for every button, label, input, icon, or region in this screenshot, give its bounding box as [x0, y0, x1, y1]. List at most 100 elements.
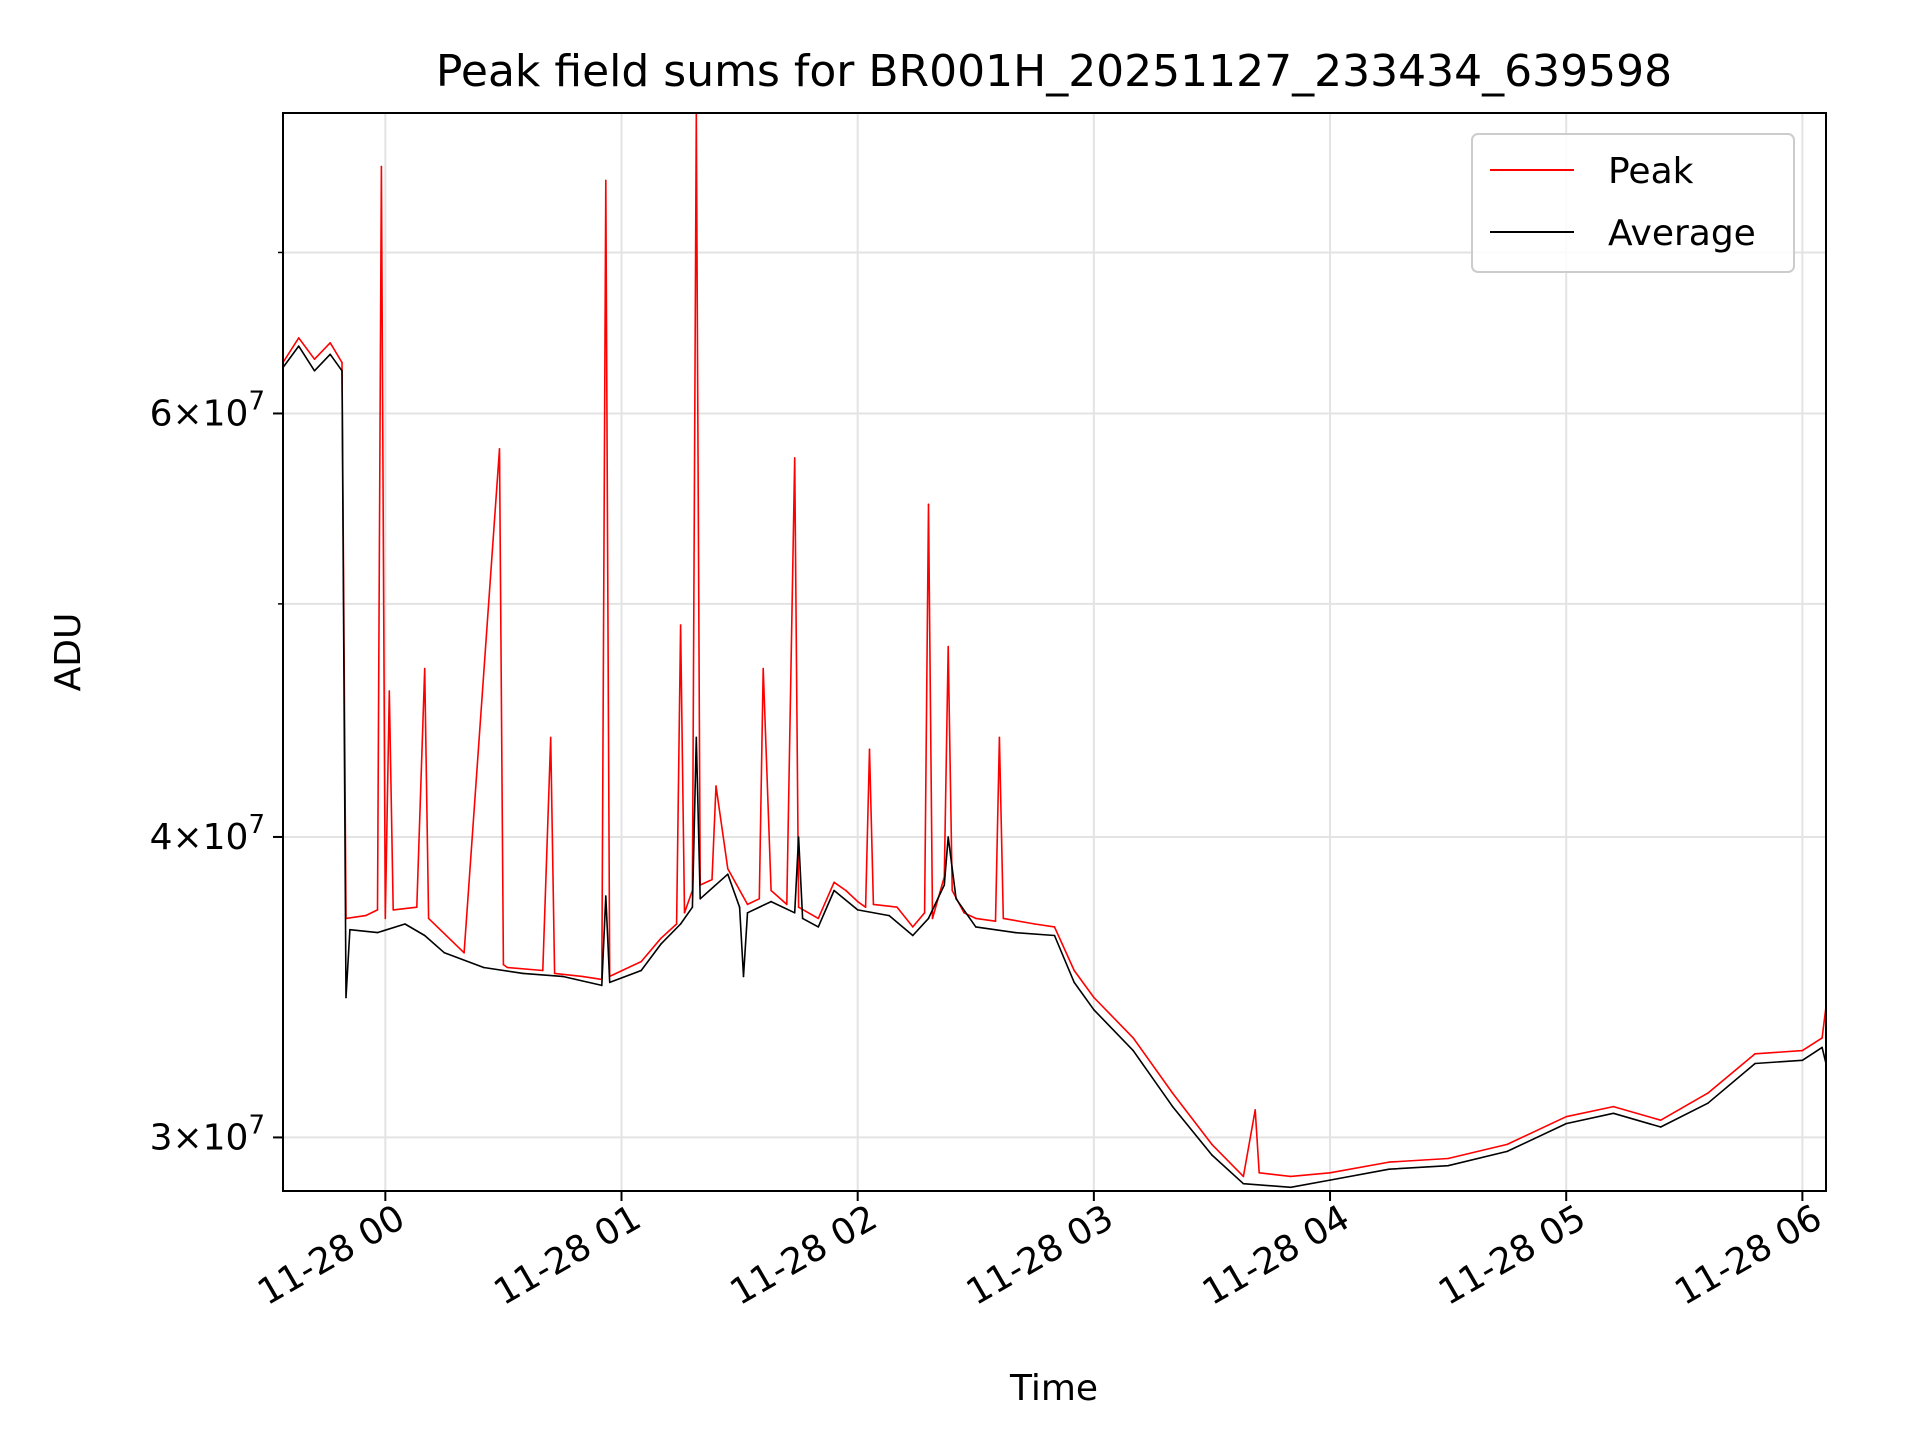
data-point: [364, 914, 367, 917]
data-point: [506, 966, 509, 969]
data-point: [380, 165, 383, 168]
data-point: [931, 917, 934, 920]
data-point: [727, 873, 729, 875]
data-point: [1707, 1102, 1709, 1104]
data-point: [856, 900, 859, 903]
plot-frame: [282, 112, 1827, 1192]
data-point: [762, 667, 764, 670]
data-point: [947, 836, 949, 838]
data-point: [423, 934, 426, 937]
data-point: [1754, 1062, 1756, 1065]
data-point: [1014, 931, 1016, 934]
data-point: [1801, 1059, 1804, 1062]
data-point: [313, 370, 316, 372]
data-point: [1659, 1126, 1662, 1128]
data-point: [463, 952, 465, 954]
data-point: [349, 928, 351, 931]
data-point: [553, 972, 556, 975]
data-point: [699, 898, 701, 900]
data-point: [660, 937, 662, 940]
data-point: [640, 969, 642, 972]
data-point: [1329, 1179, 1331, 1181]
data-point: [742, 975, 745, 978]
data-point: [912, 934, 914, 937]
data-point: [868, 748, 871, 751]
data-point: [601, 984, 603, 987]
data-point: [561, 975, 564, 978]
data-point: [1707, 1092, 1709, 1094]
data-point: [1171, 1105, 1174, 1108]
data-point: [896, 906, 898, 908]
data-point: [549, 736, 552, 739]
data-point: [297, 337, 300, 339]
data-point: [943, 884, 946, 886]
data-point: [1659, 1119, 1662, 1121]
data-point: [770, 889, 772, 892]
data-point: [341, 361, 343, 364]
data-point: [872, 903, 875, 906]
data-point: [797, 906, 800, 908]
legend-label: Average: [1608, 213, 1756, 254]
data-point: [797, 836, 800, 838]
x-axis-label: Time: [1009, 1368, 1098, 1409]
data-point: [770, 900, 772, 903]
data-point: [341, 370, 343, 372]
data-point: [888, 914, 890, 917]
data-point: [608, 981, 611, 984]
data-point: [1447, 1157, 1449, 1160]
data-point: [1289, 1186, 1292, 1189]
y-axis-label: ADU: [48, 613, 89, 692]
data-point: [994, 920, 997, 922]
y-tick-mantissa: 6: [150, 393, 173, 434]
data-point: [581, 975, 583, 978]
data-point: [864, 906, 867, 908]
data-point: [1289, 1175, 1292, 1178]
data-point: [297, 345, 300, 347]
data-point: [975, 926, 977, 928]
data-point: [1801, 1049, 1804, 1052]
data-point: [793, 912, 796, 914]
data-point: [1073, 969, 1075, 972]
y-tick-mantissa: 3: [150, 1117, 173, 1158]
data-point: [1211, 1154, 1213, 1156]
data-point: [947, 645, 949, 648]
y-tick-times: ×10: [172, 393, 248, 434]
data-point: [522, 972, 524, 975]
data-point: [1388, 1168, 1390, 1170]
data-point: [727, 868, 729, 870]
data-point: [683, 912, 686, 914]
data-point: [605, 895, 607, 897]
data-point: [423, 667, 426, 670]
data-point: [1002, 917, 1005, 920]
data-point: [427, 917, 430, 920]
data-point: [927, 503, 930, 506]
data-point: [695, 736, 698, 739]
data-point: [793, 457, 796, 459]
data-point: [679, 923, 682, 925]
data-point: [392, 909, 395, 911]
data-point: [1565, 1122, 1567, 1125]
data-point: [1612, 1105, 1615, 1108]
data-point: [746, 903, 749, 906]
y-tick-exponent: 7: [248, 810, 265, 840]
data-point: [912, 926, 914, 928]
y-tick-exponent: 7: [248, 1110, 265, 1140]
data-point: [1388, 1161, 1390, 1163]
data-point: [951, 889, 953, 892]
series-points-peak: [282, 112, 1827, 1178]
data-point: [975, 917, 977, 920]
data-point: [502, 963, 505, 966]
data-point: [746, 912, 749, 914]
data-point: [923, 912, 926, 914]
data-point: [1506, 1150, 1508, 1153]
data-point: [711, 878, 713, 881]
data-point: [786, 903, 788, 906]
chart-title: Peak field sums for BR001H_20251127_2334…: [436, 46, 1672, 97]
data-point: [345, 996, 347, 999]
data-point: [758, 898, 761, 900]
data-point: [1821, 1037, 1823, 1039]
data-point: [640, 960, 642, 963]
data-point: [955, 898, 957, 900]
data-point: [498, 448, 501, 450]
legend: Peak Average: [1471, 133, 1795, 273]
